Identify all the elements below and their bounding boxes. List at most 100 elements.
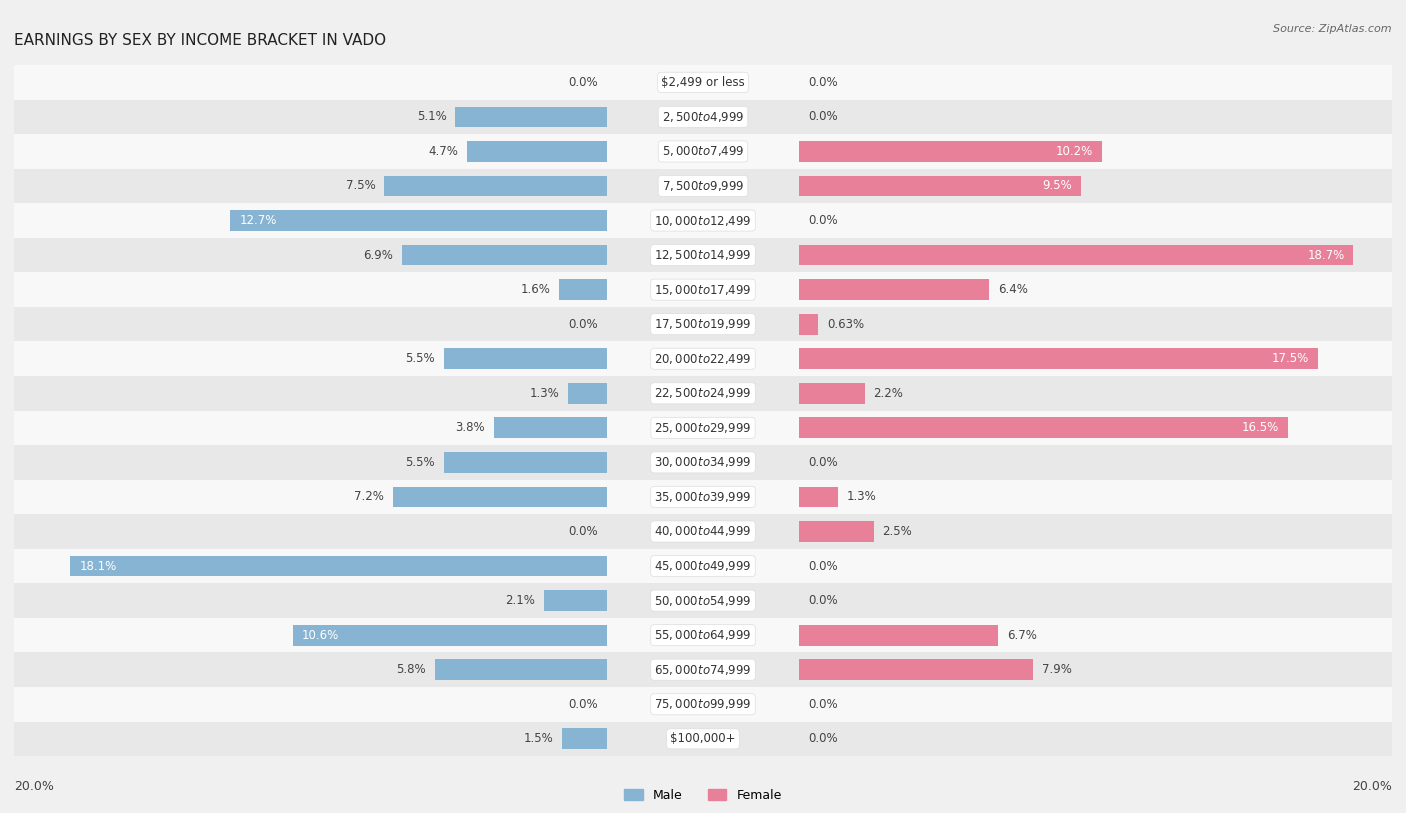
Text: 0.0%: 0.0% — [808, 594, 838, 607]
Text: 7.5%: 7.5% — [346, 180, 375, 193]
Bar — [800, 245, 1354, 265]
Text: 0.0%: 0.0% — [808, 733, 838, 746]
Bar — [413, 341, 800, 376]
Bar — [800, 203, 1392, 237]
Bar — [14, 376, 1199, 411]
Text: $30,000 to $34,999: $30,000 to $34,999 — [654, 455, 752, 469]
Text: 10.6%: 10.6% — [301, 628, 339, 641]
Text: 2.2%: 2.2% — [873, 387, 904, 400]
Text: 9.5%: 9.5% — [1042, 180, 1071, 193]
Text: 0.0%: 0.0% — [808, 559, 838, 572]
Bar — [14, 203, 1199, 237]
Text: $7,500 to $9,999: $7,500 to $9,999 — [662, 179, 744, 193]
Bar — [14, 583, 1199, 618]
Bar — [544, 590, 606, 611]
Text: 5.5%: 5.5% — [405, 352, 434, 365]
Bar — [231, 210, 606, 231]
Text: 10.2%: 10.2% — [1056, 145, 1092, 158]
Text: 0.0%: 0.0% — [808, 76, 838, 89]
Text: $22,500 to $24,999: $22,500 to $24,999 — [654, 386, 752, 400]
Bar — [800, 383, 865, 403]
Text: $15,000 to $17,499: $15,000 to $17,499 — [654, 283, 752, 297]
Bar — [800, 521, 873, 541]
Bar — [70, 555, 606, 576]
Bar — [413, 237, 800, 272]
Bar — [413, 549, 800, 583]
Text: 20.0%: 20.0% — [1353, 780, 1392, 793]
Text: 20.0%: 20.0% — [14, 780, 53, 793]
Bar — [434, 659, 606, 680]
Bar — [800, 237, 1392, 272]
Bar — [456, 107, 606, 127]
Text: $2,500 to $4,999: $2,500 to $4,999 — [662, 110, 744, 124]
Bar — [800, 687, 1392, 722]
Bar — [800, 722, 1392, 756]
Bar — [800, 417, 1288, 438]
Bar — [413, 618, 800, 652]
Bar — [413, 411, 800, 445]
Text: 1.3%: 1.3% — [846, 490, 876, 503]
Text: 2.5%: 2.5% — [883, 525, 912, 538]
Bar — [413, 65, 800, 99]
Text: 0.0%: 0.0% — [808, 214, 838, 227]
Text: $2,499 or less: $2,499 or less — [661, 76, 745, 89]
Bar — [800, 348, 1317, 369]
Text: Source: ZipAtlas.com: Source: ZipAtlas.com — [1274, 24, 1392, 34]
Bar — [800, 411, 1392, 445]
Bar — [413, 652, 800, 687]
Bar — [800, 445, 1392, 480]
Bar — [413, 445, 800, 480]
Text: $45,000 to $49,999: $45,000 to $49,999 — [654, 559, 752, 573]
Text: $5,000 to $7,499: $5,000 to $7,499 — [662, 145, 744, 159]
Bar — [413, 203, 800, 237]
Text: 0.63%: 0.63% — [827, 318, 865, 331]
Bar — [14, 618, 1199, 652]
Text: 6.9%: 6.9% — [363, 249, 394, 262]
Bar — [444, 348, 606, 369]
Bar — [800, 480, 1392, 514]
Text: EARNINGS BY SEX BY INCOME BRACKET IN VADO: EARNINGS BY SEX BY INCOME BRACKET IN VAD… — [14, 33, 387, 47]
Text: 0.0%: 0.0% — [568, 525, 598, 538]
Text: 0.0%: 0.0% — [808, 698, 838, 711]
Text: 7.2%: 7.2% — [354, 490, 384, 503]
Text: $17,500 to $19,999: $17,500 to $19,999 — [654, 317, 752, 331]
Text: 0.0%: 0.0% — [568, 318, 598, 331]
Bar — [800, 514, 1392, 549]
Text: 18.7%: 18.7% — [1308, 249, 1344, 262]
Text: 5.8%: 5.8% — [396, 663, 426, 676]
Bar — [292, 624, 606, 646]
Text: 0.0%: 0.0% — [808, 111, 838, 124]
Bar — [800, 314, 818, 334]
Bar — [413, 168, 800, 203]
Text: $40,000 to $44,999: $40,000 to $44,999 — [654, 524, 752, 538]
Bar — [14, 411, 1199, 445]
Text: $20,000 to $22,499: $20,000 to $22,499 — [654, 352, 752, 366]
Bar — [413, 583, 800, 618]
Bar — [413, 99, 800, 134]
Bar — [14, 307, 1199, 341]
Bar — [800, 134, 1392, 168]
Bar — [444, 452, 606, 472]
Bar — [800, 307, 1392, 341]
Text: 6.4%: 6.4% — [998, 283, 1028, 296]
Text: 1.6%: 1.6% — [520, 283, 550, 296]
Bar — [14, 168, 1199, 203]
Text: $75,000 to $99,999: $75,000 to $99,999 — [654, 698, 752, 711]
Bar — [800, 341, 1392, 376]
Bar — [384, 176, 606, 196]
Text: 0.0%: 0.0% — [808, 456, 838, 469]
Bar — [14, 722, 1199, 756]
Text: $50,000 to $54,999: $50,000 to $54,999 — [654, 593, 752, 607]
Bar — [562, 728, 606, 749]
Bar — [413, 272, 800, 307]
Bar — [14, 514, 1199, 549]
Bar — [394, 486, 606, 507]
Bar — [402, 245, 606, 265]
Bar — [800, 168, 1392, 203]
Text: $100,000+: $100,000+ — [671, 733, 735, 746]
Bar — [560, 279, 606, 300]
Text: 2.1%: 2.1% — [506, 594, 536, 607]
Text: 4.7%: 4.7% — [429, 145, 458, 158]
Text: 12.7%: 12.7% — [239, 214, 277, 227]
Bar — [800, 272, 1392, 307]
